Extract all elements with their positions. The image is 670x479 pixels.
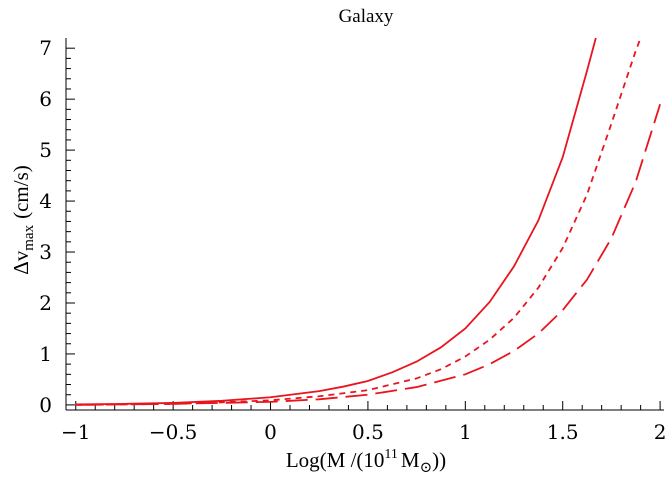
- y-axis-label: Δvmax(cm/s): [9, 165, 37, 275]
- y-tick-label: 6: [39, 87, 52, 111]
- series-line-3: [75, 103, 661, 406]
- series-line-1: [75, 38, 597, 406]
- x-tick-label: 2: [654, 420, 667, 444]
- axis-ticks: −1 −0.5 0 0.5 1 1.5 2 0 1 2 3 4 5 6 7: [39, 36, 666, 444]
- x-tick-label: 1: [459, 420, 472, 444]
- x-tick-label: −0.5: [149, 420, 198, 444]
- series-group: [75, 38, 661, 406]
- x-tick-label: 0: [264, 420, 277, 444]
- y-tick-label: 2: [39, 291, 52, 315]
- x-axis-label: Log(M /(1011 M⊙)): [286, 447, 446, 476]
- y-tick-label: 4: [39, 189, 52, 213]
- x-tick-label: 0.5: [352, 420, 384, 444]
- y-tick-label: 7: [39, 36, 52, 60]
- y-tick-label: 0: [39, 393, 52, 417]
- x-tick-label: 1.5: [547, 420, 579, 444]
- series-line-2: [75, 38, 642, 406]
- chart-title: Galaxy: [339, 6, 394, 27]
- y-tick-label: 1: [39, 342, 52, 366]
- x-tick-label: −1: [61, 420, 90, 444]
- plot-frame: [65, 38, 664, 411]
- y-tick-label: 5: [39, 138, 52, 162]
- y-tick-label: 3: [39, 240, 52, 264]
